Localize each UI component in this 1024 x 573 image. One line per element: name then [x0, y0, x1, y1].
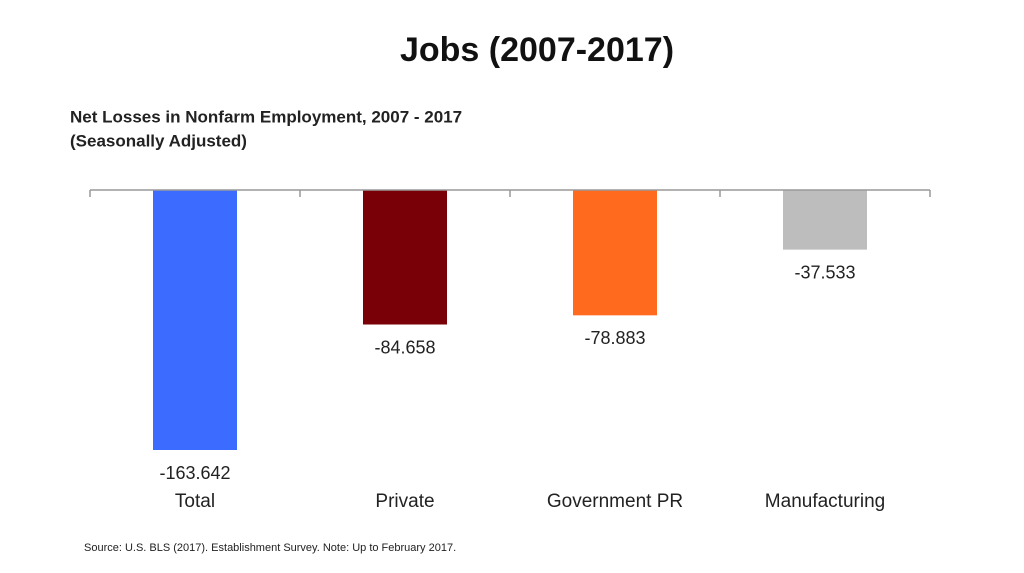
source-note: Source: U.S. BLS (2017). Establishment S…	[84, 542, 456, 554]
x-tick-label: Total	[175, 491, 215, 512]
x-tick-label: Private	[375, 491, 434, 512]
bar	[573, 190, 657, 316]
bar	[783, 190, 867, 250]
data-label: -163.642	[159, 463, 230, 483]
chart-title: Jobs (2007-2017)	[400, 31, 674, 69]
chart-subtitle: Net Losses in Nonfarm Employment, 2007 -…	[70, 107, 462, 126]
bar	[153, 190, 237, 450]
data-label: -37.533	[794, 262, 855, 282]
chart-subtitle: (Seasonally Adjusted)	[70, 131, 247, 150]
bar	[363, 190, 447, 325]
data-label: -84.658	[374, 337, 435, 357]
x-tick-label: Manufacturing	[765, 491, 885, 512]
x-tick-label: Government PR	[547, 491, 683, 512]
data-label: -78.883	[584, 328, 645, 348]
